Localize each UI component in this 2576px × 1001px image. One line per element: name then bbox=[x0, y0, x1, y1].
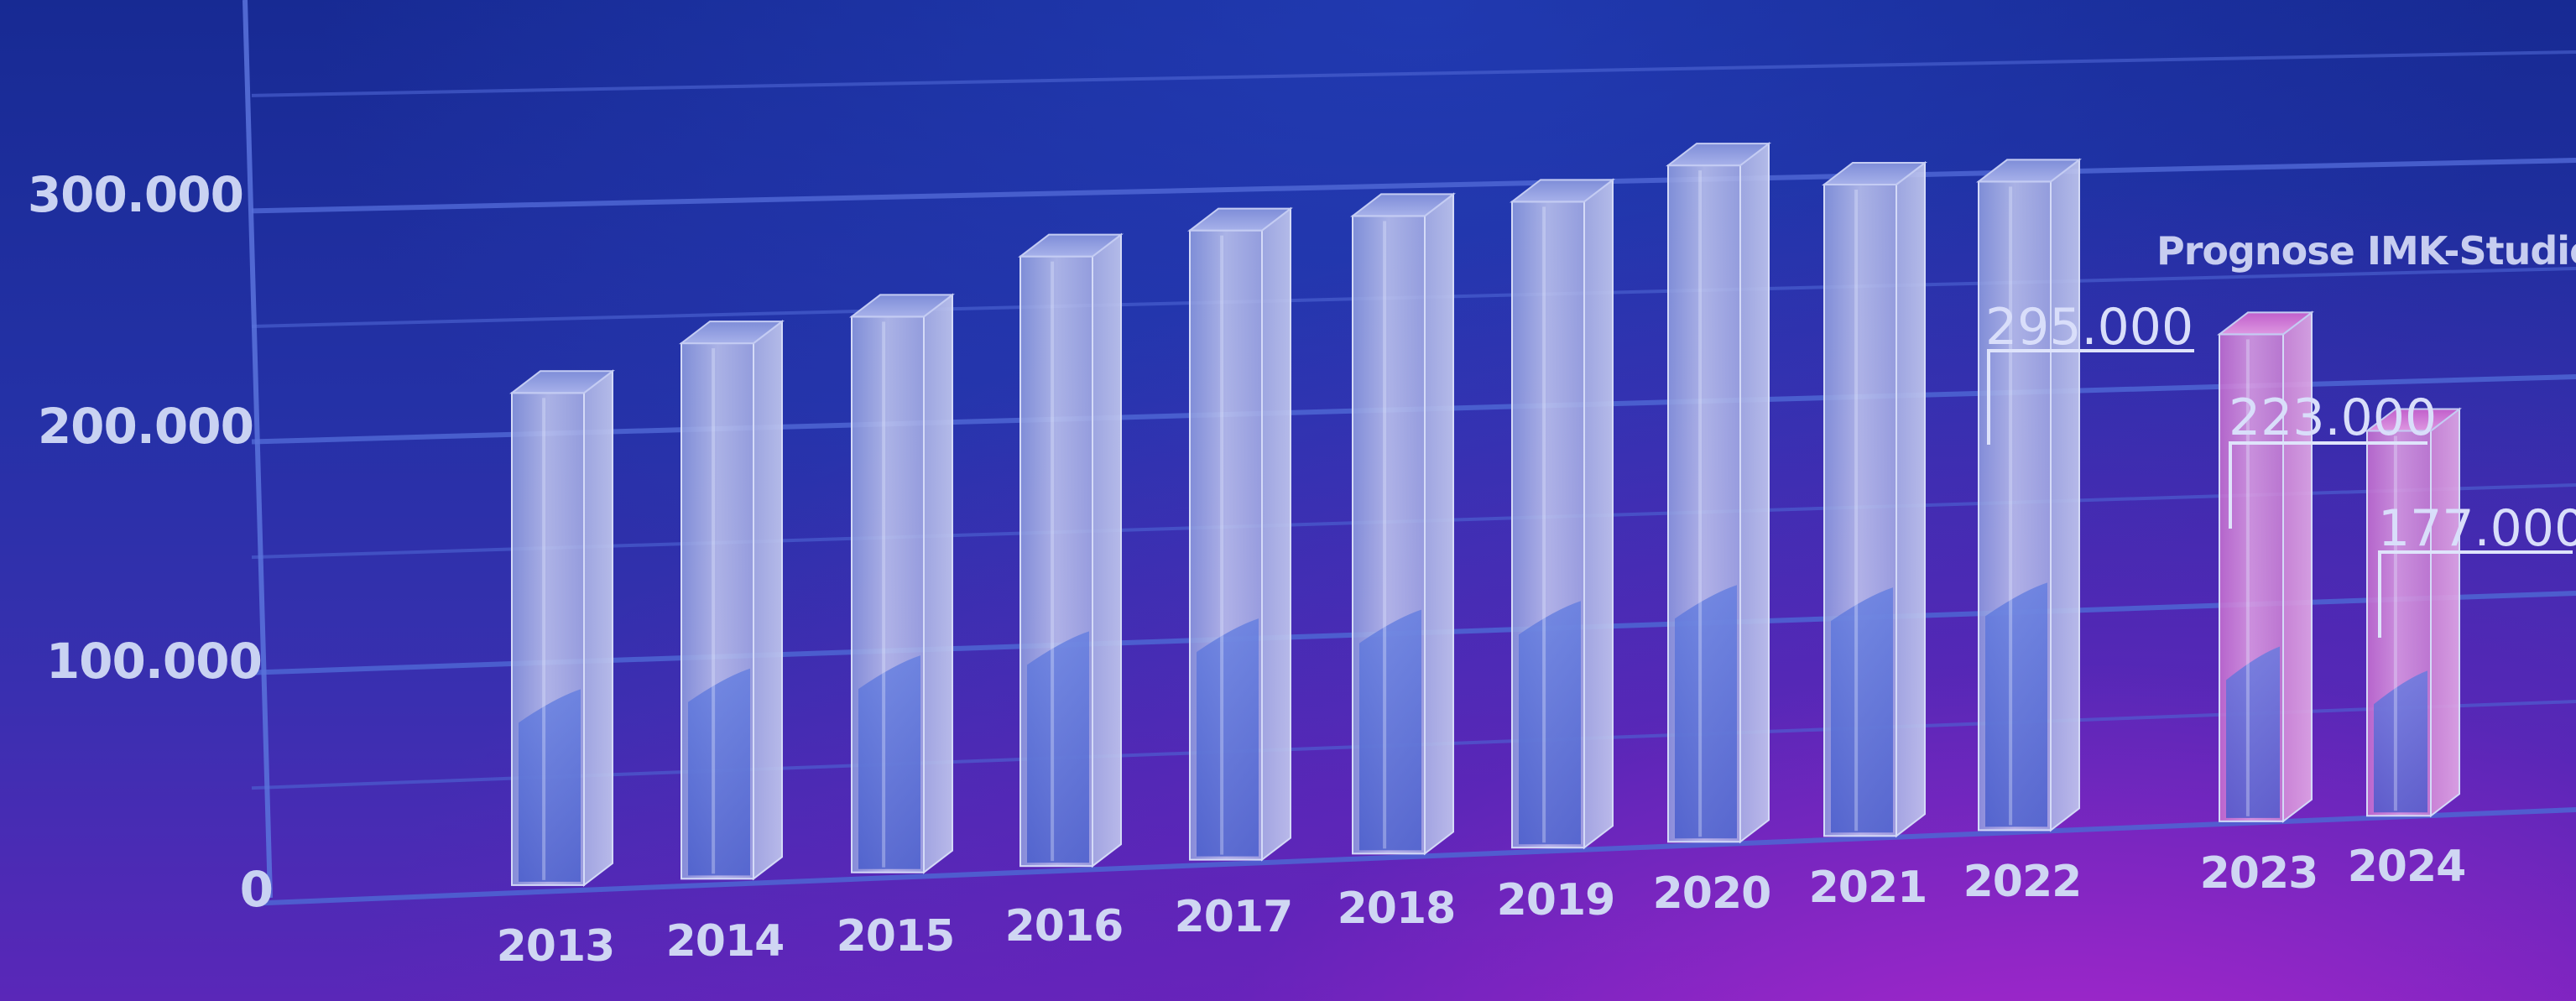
bar-highlight bbox=[1051, 261, 1055, 862]
bar-2014 bbox=[679, 320, 785, 881]
bar-side bbox=[2050, 158, 2080, 832]
bar-2016 bbox=[1018, 232, 1124, 868]
y-axis-ticks: 0 100.000 200.000 300.000 bbox=[28, 166, 274, 918]
bar-highlight bbox=[1698, 170, 1703, 837]
y-tick-label: 0 bbox=[240, 861, 273, 918]
x-axis-ticks: 2013 2014 2015 2016 2017 2018 2019 2020 2021 2022… bbox=[497, 842, 2467, 972]
bar-2021 bbox=[1822, 160, 1927, 838]
bar-inner-fill bbox=[1359, 609, 1421, 851]
x-tick-label: 2015 bbox=[837, 911, 955, 962]
data-label-text: 177.000 bbox=[2378, 499, 2576, 558]
bar-2020 bbox=[1666, 142, 1771, 844]
bar-side bbox=[1895, 160, 1926, 838]
data-label-text: 295.000 bbox=[1985, 298, 2193, 357]
bar-inner-fill bbox=[1519, 601, 1581, 845]
bar-top bbox=[2365, 408, 2462, 432]
y-axis-line bbox=[242, 0, 273, 899]
bar-2015 bbox=[849, 293, 955, 874]
bar-inner-fill bbox=[2226, 646, 2280, 818]
bar-2022 bbox=[1976, 158, 2082, 832]
bar-inner-fill bbox=[1027, 631, 1089, 863]
bar-side bbox=[923, 293, 953, 874]
x-tick-label: 2018 bbox=[1338, 884, 1456, 934]
data-label-2022: 295.000 bbox=[1985, 298, 2194, 445]
bar-highlight bbox=[2009, 186, 2013, 826]
bar-highlight bbox=[1220, 235, 1224, 855]
bar-side bbox=[1092, 232, 1122, 868]
bar-side bbox=[1739, 142, 1770, 844]
bar-highlight bbox=[882, 321, 886, 868]
grid-line bbox=[251, 50, 2576, 97]
x-tick-label: 2020 bbox=[1653, 868, 1771, 919]
data-label-leader bbox=[2229, 441, 2427, 529]
data-label-2023: 223.000 bbox=[2229, 388, 2437, 529]
bar-side bbox=[1424, 192, 1454, 856]
bar-highlight bbox=[2245, 339, 2250, 816]
bar-top bbox=[1510, 179, 1615, 203]
bar-side bbox=[1583, 178, 1614, 850]
bar-highlight bbox=[2393, 435, 2397, 811]
bar-side bbox=[1261, 206, 1291, 862]
bar-top bbox=[1350, 193, 1456, 217]
bar-top bbox=[1018, 233, 1124, 258]
bars bbox=[509, 142, 2462, 887]
bar-top bbox=[1976, 159, 2082, 183]
bar-side bbox=[583, 369, 613, 887]
data-labels: 295.000 223.000 177.000 bbox=[1985, 298, 2576, 638]
grid-line bbox=[251, 807, 2576, 906]
x-tick-label: 2024 bbox=[2348, 842, 2466, 892]
bar-inner-fill bbox=[858, 655, 920, 869]
bar-2013 bbox=[509, 369, 615, 887]
bar-top bbox=[849, 294, 955, 318]
data-label-leader bbox=[1987, 349, 2194, 445]
x-tick-label: 2013 bbox=[497, 921, 615, 972]
bar-top bbox=[1187, 207, 1293, 232]
bar-inner-fill bbox=[2374, 670, 2427, 813]
bar-2024 bbox=[2365, 407, 2462, 818]
bar-top bbox=[1666, 143, 1771, 167]
bar-inner-fill bbox=[1985, 582, 2047, 827]
grid-line bbox=[251, 158, 2576, 214]
bar-2017 bbox=[1187, 206, 1293, 862]
bar-inner-fill bbox=[1831, 587, 1893, 833]
bar-top bbox=[679, 321, 785, 345]
x-tick-label: 2014 bbox=[666, 916, 785, 967]
data-label-leader bbox=[2378, 550, 2573, 638]
x-tick-label: 2016 bbox=[1005, 901, 1124, 951]
bar-side bbox=[753, 320, 783, 881]
bar-inner-fill bbox=[1197, 618, 1259, 857]
y-tick-label: 300.000 bbox=[28, 166, 243, 223]
x-tick-label: 2021 bbox=[1809, 863, 1927, 913]
bar-highlight bbox=[1383, 221, 1387, 849]
bar-2018 bbox=[1350, 192, 1456, 856]
x-tick-label: 2023 bbox=[2200, 848, 2318, 899]
bar-highlight bbox=[1542, 206, 1546, 843]
bar-highlight bbox=[1854, 189, 1859, 832]
x-tick-label: 2019 bbox=[1497, 875, 1615, 925]
bar-inner-fill bbox=[688, 668, 750, 876]
x-tick-label: 2017 bbox=[1175, 892, 1293, 942]
bar-top bbox=[509, 370, 615, 394]
bar-highlight bbox=[712, 348, 716, 874]
bar-2023 bbox=[2217, 310, 2314, 823]
bar-inner-fill bbox=[1675, 585, 1737, 839]
data-label-2024: 177.000 bbox=[2378, 499, 2576, 638]
bar-top bbox=[1822, 161, 1927, 185]
bar-side bbox=[2430, 407, 2460, 818]
y-tick-label: 200.000 bbox=[38, 398, 253, 455]
bar-inner-fill bbox=[519, 689, 581, 882]
x-tick-label: 2022 bbox=[1963, 857, 2082, 907]
forecast-label: Prognose IMK-Studie bbox=[2156, 228, 2576, 274]
bar-highlight bbox=[542, 398, 546, 880]
bar-top bbox=[2217, 311, 2314, 336]
y-tick-label: 100.000 bbox=[46, 633, 262, 690]
data-label-text: 223.000 bbox=[2229, 388, 2437, 447]
bar-2019 bbox=[1510, 178, 1615, 850]
